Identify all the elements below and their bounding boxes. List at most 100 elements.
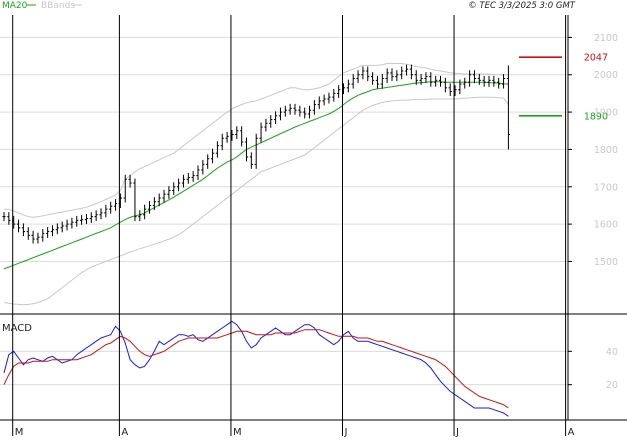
ohlc-bar (172, 182, 176, 195)
ohlc-bar (332, 88, 336, 102)
ohlc-bar (409, 64, 413, 80)
ohlc-bar (259, 122, 263, 143)
ohlc-bar (196, 165, 200, 181)
level-label-support: 1890 (584, 111, 608, 122)
ohlc-bar (395, 70, 399, 82)
ohlc-bar (177, 178, 181, 192)
ohlc-bar (26, 227, 30, 240)
ohlc-bar (167, 186, 171, 199)
ohlc-bar (123, 174, 127, 203)
ohlc-bar (283, 105, 287, 117)
ohlc-bar (240, 126, 244, 147)
ohlc-bar (312, 100, 316, 115)
ohlc-bar (36, 232, 40, 244)
ohlc-bar (41, 228, 45, 242)
ohlc-bar (317, 96, 321, 110)
price-bars (2, 64, 510, 244)
ohlc-bar (138, 210, 142, 222)
price-tick-label: 1800 (594, 145, 618, 156)
ohlc-bar (434, 75, 438, 87)
ohlc-bar (448, 83, 452, 97)
ohlc-bar (506, 65, 510, 150)
bollinger-bands (3, 63, 509, 306)
macd-macd-line (3, 320, 509, 417)
ohlc-bar (50, 225, 55, 237)
ohlc-bar (361, 66, 365, 80)
ohlc-bar (75, 215, 79, 227)
ohlc-bar (157, 193, 161, 207)
ohlc-bar (477, 74, 481, 85)
ohlc-bar (274, 111, 278, 125)
ohlc-bar (186, 172, 190, 184)
ohlc-bar (443, 77, 447, 93)
ohlc-bar (385, 68, 389, 83)
ohlc-bar (109, 201, 113, 214)
ohlc-bar (55, 223, 59, 235)
legend-ma20-label: MA20 (2, 1, 28, 11)
ohlc-bar (463, 77, 467, 89)
ohlc-bar (128, 174, 132, 188)
ohlc-bar (438, 75, 443, 87)
ohlc-bar (487, 75, 491, 87)
ohlc-bar (327, 92, 331, 104)
month-label: J (344, 427, 348, 438)
ohlc-bar (429, 72, 433, 87)
month-label: M (233, 427, 242, 438)
month-label: J (455, 427, 459, 438)
ohlc-bar (249, 152, 253, 169)
ohlc-bar (298, 105, 302, 117)
ohlc-bar (419, 74, 423, 85)
ohlc-bar (293, 103, 297, 115)
ohlc-bar (235, 126, 239, 139)
ohlc-bar (501, 74, 506, 89)
ohlc-bar (31, 230, 35, 244)
month-label: A (121, 427, 128, 438)
price-tick-label: 1600 (594, 220, 618, 231)
ohlc-bar (99, 208, 103, 220)
axes: 1500 1600 1700 1800 1900 2000 2100 20 40 M A M J J A (12, 15, 618, 438)
price-tick-label: 2000 (594, 70, 618, 81)
ohlc-bar (366, 66, 370, 82)
ohlc-bar (278, 107, 283, 121)
ohlc-bar (220, 133, 224, 151)
bb-upper-line (4, 63, 509, 218)
ohlc-bar (210, 148, 215, 164)
price-tick-label: 1500 (594, 257, 618, 268)
ohlc-bar (264, 118, 268, 132)
ohlc-bar (468, 70, 472, 87)
ohlc-bar (288, 103, 292, 115)
legend: MA20 BBands (2, 1, 82, 11)
ohlc-bar (206, 154, 210, 169)
macd-panel (3, 320, 509, 417)
ohlc-bar (269, 115, 273, 128)
ohlc-bar (380, 74, 384, 89)
ohlc-bar (346, 79, 350, 93)
ohlc-bar (201, 159, 205, 175)
ohlc-bar (2, 212, 6, 222)
legend-bbands-label: BBands (41, 1, 75, 11)
ohlc-bar (143, 204, 147, 220)
ohlc-bar (113, 199, 118, 211)
macd-title: MACD (2, 323, 32, 334)
ohlc-bar (191, 171, 195, 182)
ohlc-bar (400, 66, 404, 80)
ohlc-bar (60, 221, 64, 233)
ohlc-bar (351, 74, 355, 89)
macd-tick-label: 20 (606, 380, 618, 391)
ohlc-bar (390, 68, 394, 82)
level-label-resistance: 2047 (584, 53, 608, 64)
month-label: M (15, 427, 24, 438)
ohlc-bar (16, 219, 21, 233)
ohlc-bar (472, 70, 477, 83)
ohlc-bar (215, 141, 219, 158)
ohlc-bar (356, 70, 360, 83)
ohlc-bar (337, 85, 341, 98)
price-tick-label: 2100 (594, 33, 618, 44)
ohlc-bar (375, 75, 380, 89)
ohlc-bar (404, 64, 409, 76)
ohlc-bar (424, 72, 428, 83)
ohlc-bar (458, 79, 462, 95)
level-label-bg-support (568, 109, 610, 122)
ohlc-bar (89, 212, 93, 223)
